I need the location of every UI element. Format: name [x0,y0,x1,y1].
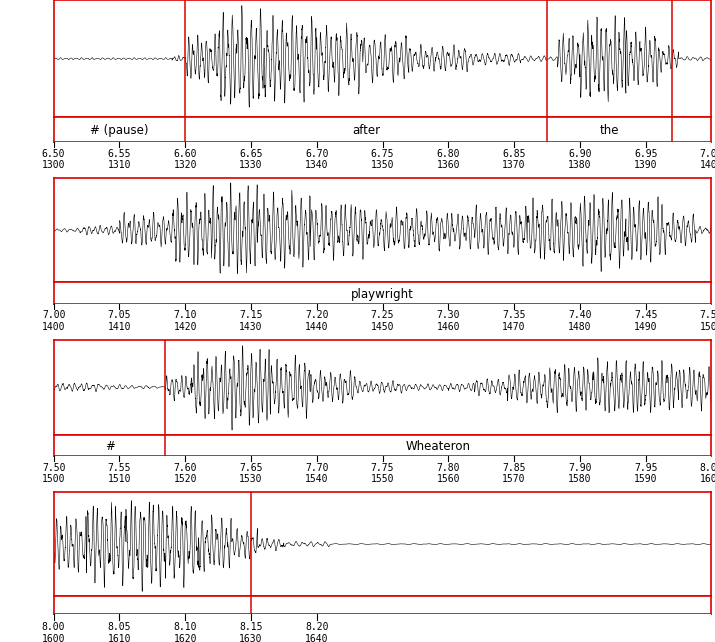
Text: 1620: 1620 [174,634,197,642]
Text: 1420: 1420 [174,322,197,331]
Text: 8.20: 8.20 [305,621,328,632]
Text: 1360: 1360 [437,160,460,169]
Text: 7.30: 7.30 [437,311,460,320]
Text: 1600: 1600 [700,474,715,483]
Text: 1410: 1410 [108,322,131,331]
Text: 1590: 1590 [634,474,657,483]
Text: 1310: 1310 [108,160,131,169]
Text: 1580: 1580 [568,474,591,483]
Text: the: the [600,125,619,137]
Text: #: # [104,440,114,453]
Text: 7.00: 7.00 [42,311,65,320]
Text: 1530: 1530 [240,474,262,483]
Text: 7.90: 7.90 [568,463,591,473]
Text: 6.70: 6.70 [305,149,328,159]
Text: 1550: 1550 [371,474,394,483]
Text: 8.00: 8.00 [700,463,715,473]
Text: 7.70: 7.70 [305,463,328,473]
Text: 7.00: 7.00 [700,149,715,159]
Text: 1370: 1370 [503,160,526,169]
Text: 6.90: 6.90 [568,149,591,159]
Text: 7.50: 7.50 [42,463,65,473]
Text: 1520: 1520 [174,474,197,483]
Text: 1320: 1320 [174,160,197,169]
Text: 8.15: 8.15 [240,621,262,632]
Text: 6.80: 6.80 [437,149,460,159]
Text: 1570: 1570 [503,474,526,483]
Text: 8.05: 8.05 [108,621,131,632]
Text: 6.75: 6.75 [371,149,394,159]
Text: 1540: 1540 [305,474,328,483]
Text: 1300: 1300 [42,160,65,169]
Text: 6.85: 6.85 [503,149,526,159]
Text: 1640: 1640 [305,634,328,642]
Text: 8.00: 8.00 [42,621,65,632]
Text: 6.55: 6.55 [108,149,131,159]
Text: 6.65: 6.65 [240,149,262,159]
Text: 7.55: 7.55 [108,463,131,473]
Text: # (pause): # (pause) [90,125,149,137]
Text: 7.40: 7.40 [568,311,591,320]
Text: 1560: 1560 [437,474,460,483]
Text: 1390: 1390 [634,160,657,169]
Text: 1510: 1510 [108,474,131,483]
Text: 1480: 1480 [568,322,591,331]
Text: 7.95: 7.95 [634,463,657,473]
Text: 1500: 1500 [42,474,65,483]
Text: 7.05: 7.05 [108,311,131,320]
Text: 1460: 1460 [437,322,460,331]
Text: after: after [352,125,380,137]
Text: 7.10: 7.10 [174,311,197,320]
Text: 7.45: 7.45 [634,311,657,320]
Text: 7.20: 7.20 [305,311,328,320]
Text: 7.75: 7.75 [371,463,394,473]
Text: 1400: 1400 [700,160,715,169]
Text: 1340: 1340 [305,160,328,169]
Text: 7.60: 7.60 [174,463,197,473]
Text: 7.15: 7.15 [240,311,262,320]
Text: playwright: playwright [351,288,414,300]
Text: 8.10: 8.10 [174,621,197,632]
Text: 1400: 1400 [42,322,65,331]
Text: 7.25: 7.25 [371,311,394,320]
Text: 7.50: 7.50 [700,311,715,320]
Text: 1380: 1380 [568,160,591,169]
Text: 6.60: 6.60 [174,149,197,159]
Text: 1430: 1430 [240,322,262,331]
Text: 6.50: 6.50 [42,149,65,159]
Text: 1500: 1500 [700,322,715,331]
Text: 1600: 1600 [42,634,65,642]
Text: 1610: 1610 [108,634,131,642]
Text: 1330: 1330 [240,160,262,169]
Text: 1630: 1630 [240,634,262,642]
Text: 7.85: 7.85 [503,463,526,473]
Text: 1490: 1490 [634,322,657,331]
Text: 1440: 1440 [305,322,328,331]
Text: 7.80: 7.80 [437,463,460,473]
Text: Wheateron: Wheateron [406,440,471,453]
Text: 1350: 1350 [371,160,394,169]
Text: 1450: 1450 [371,322,394,331]
Text: 6.95: 6.95 [634,149,657,159]
Text: 7.65: 7.65 [240,463,262,473]
Text: 1470: 1470 [503,322,526,331]
Text: 7.35: 7.35 [503,311,526,320]
